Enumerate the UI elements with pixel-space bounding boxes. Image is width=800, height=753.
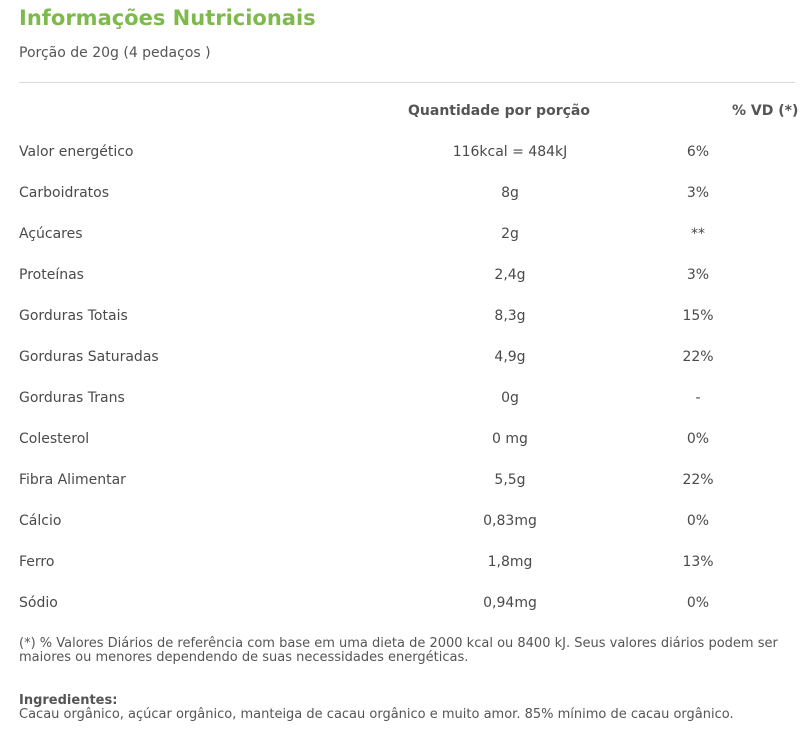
nutrient-vd: 15%: [682, 308, 714, 324]
nutrient-vd: -: [695, 390, 701, 406]
table-row: Carboidratos 8g 3%: [0, 173, 800, 214]
nutrient-name: Ferro: [19, 554, 55, 570]
nutrient-name: Gorduras Trans: [19, 390, 125, 406]
nutrient-name: Cálcio: [19, 513, 62, 529]
table-row: Valor energético 116kcal = 484kJ 6%: [0, 132, 800, 173]
nutrient-name: Sódio: [19, 595, 58, 611]
nutrient-quantity: 2g: [501, 226, 519, 242]
nutrient-vd: 3%: [686, 185, 710, 201]
nutrient-quantity: 2,4g: [494, 267, 526, 283]
nutrient-name: Valor energético: [19, 144, 134, 160]
table-row: Cálcio 0,83mg 0%: [0, 501, 800, 542]
nutrient-vd: 22%: [682, 472, 714, 488]
nutrient-name: Proteínas: [19, 267, 84, 283]
nutrient-vd: **: [691, 226, 705, 242]
nutrient-quantity: 4,9g: [494, 349, 526, 365]
nutrition-table: Valor energético 116kcal = 484kJ 6% Carb…: [0, 132, 800, 624]
table-row: Sódio 0,94mg 0%: [0, 583, 800, 624]
table-row: Gorduras Trans 0g -: [0, 378, 800, 419]
nutrient-vd: 13%: [682, 554, 714, 570]
column-header-quantity: Quantidade por porção: [408, 103, 590, 119]
nutrient-vd: 6%: [686, 144, 710, 160]
nutrient-vd: 3%: [686, 267, 710, 283]
nutrient-quantity: 8,3g: [494, 308, 526, 324]
ingredients-section: Ingredientes: Cacau orgânico, açúcar org…: [19, 694, 789, 722]
table-row: Proteínas 2,4g 3%: [0, 255, 800, 296]
table-row: Gorduras Saturadas 4,9g 22%: [0, 337, 800, 378]
nutrient-vd: 22%: [682, 349, 714, 365]
nutrient-name: Açúcares: [19, 226, 83, 242]
nutrient-name: Gorduras Saturadas: [19, 349, 159, 365]
nutrient-name: Colesterol: [19, 431, 90, 447]
table-row: Colesterol 0 mg 0%: [0, 419, 800, 460]
nutrient-quantity: 0g: [501, 390, 519, 406]
table-row: Fibra Alimentar 5,5g 22%: [0, 460, 800, 501]
table-row: Gorduras Totais 8,3g 15%: [0, 296, 800, 337]
table-row: Ferro 1,8mg 13%: [0, 542, 800, 583]
nutrient-name: Carboidratos: [19, 185, 110, 201]
column-header-vd: % VD (*): [732, 103, 799, 119]
ingredients-label: Ingredientes:: [19, 693, 118, 708]
nutrient-quantity: 5,5g: [494, 472, 526, 488]
nutrient-vd: 0%: [686, 513, 710, 529]
ingredients-text: Cacau orgânico, açúcar orgânico, manteig…: [19, 707, 734, 722]
divider: [19, 82, 795, 83]
nutrient-vd: 0%: [686, 595, 710, 611]
nutrient-quantity: 1,8mg: [487, 554, 533, 570]
nutrient-name: Fibra Alimentar: [19, 472, 126, 488]
table-row: Açúcares 2g **: [0, 214, 800, 255]
nutrient-vd: 0%: [686, 431, 710, 447]
nutrient-quantity: 0 mg: [492, 431, 528, 447]
nutrient-quantity: 8g: [501, 185, 519, 201]
nutrient-quantity: 0,83mg: [483, 513, 537, 529]
panel-title: Informações Nutricionais: [19, 6, 316, 30]
nutrient-name: Gorduras Totais: [19, 308, 128, 324]
portion-size: Porção de 20g (4 pedaços ): [19, 45, 211, 61]
nutrient-quantity: 0,94mg: [483, 595, 537, 611]
nutrient-quantity: 116kcal = 484kJ: [452, 144, 568, 160]
daily-value-footnote: (*) % Valores Diários de referência com …: [19, 636, 778, 665]
